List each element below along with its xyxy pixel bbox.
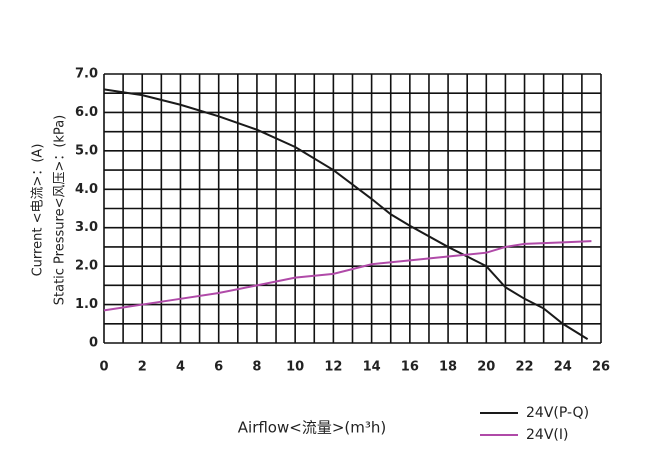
y-axis-label: Static Pressure<风压>：(kPa) — [53, 115, 68, 306]
x-tick-label: 22 — [515, 360, 533, 375]
series-line — [103, 88, 589, 341]
x-tick-label: 0 — [99, 360, 108, 375]
x-tick-label: 4 — [176, 360, 185, 375]
y-tick-label: 5.0 — [75, 143, 98, 158]
y-tick-label: 0 — [89, 336, 98, 351]
x-tick-label: 26 — [592, 360, 610, 375]
x-tick-label: 18 — [439, 360, 457, 375]
x-tick-label: 2 — [138, 360, 147, 375]
series-line — [103, 240, 592, 312]
y-tick-label: 2.0 — [75, 259, 98, 274]
x-tick-label: 20 — [477, 360, 495, 375]
x-tick-label: 8 — [252, 360, 261, 375]
x-axis-label: Airflow<流量>(m³h) — [238, 419, 386, 437]
y-axis-label: Current <电流>：(A) — [31, 144, 46, 277]
x-tick-label: 6 — [214, 360, 223, 375]
x-tick-label: 24 — [554, 360, 572, 375]
legend-label: 24V(P-Q) — [526, 405, 589, 421]
y-tick-label: 7.0 — [75, 67, 98, 82]
y-tick-label: 6.0 — [75, 105, 98, 120]
y-tick-label: 3.0 — [75, 220, 98, 235]
x-tick-label: 12 — [324, 360, 342, 375]
y-tick-label: 4.0 — [75, 182, 98, 197]
x-tick-label: 10 — [286, 360, 304, 375]
y-tick-label: 1.0 — [75, 297, 98, 312]
x-tick-label: 14 — [363, 360, 381, 375]
legend-label: 24V(I) — [526, 427, 568, 443]
x-tick-label: 16 — [401, 360, 419, 375]
